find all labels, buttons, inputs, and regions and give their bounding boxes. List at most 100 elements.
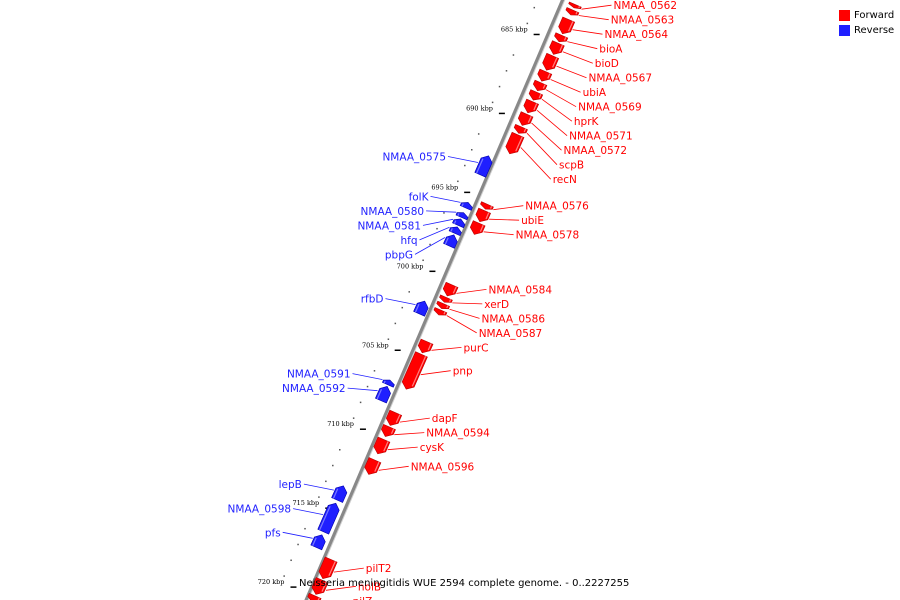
gene-label[interactable]: dapF: [432, 413, 458, 425]
gene-label[interactable]: rfbD: [361, 294, 384, 306]
gene-label[interactable]: pilZ: [353, 596, 373, 600]
forward-gene-arrow[interactable]: [480, 201, 494, 210]
label-connector: [567, 41, 598, 50]
legend-forward: Forward: [839, 8, 894, 23]
gene-label[interactable]: ubiA: [583, 87, 607, 99]
gene-label[interactable]: NMAA_0572: [564, 145, 628, 157]
label-connector: [531, 122, 562, 151]
gene-label[interactable]: pilT2: [366, 563, 392, 575]
gene-label[interactable]: ubiE: [521, 215, 544, 227]
forward-gene-arrow[interactable]: [517, 111, 534, 126]
forward-gene-arrow[interactable]: [433, 307, 448, 316]
label-connector: [520, 147, 551, 180]
gene-label[interactable]: pbpG: [385, 249, 413, 261]
gene-highlight: [533, 103, 538, 111]
forward-gene-arrow[interactable]: [542, 52, 560, 71]
minor-tick-dot: [394, 322, 397, 325]
reverse-gene-arrow[interactable]: [455, 212, 469, 221]
minor-tick-dot: [491, 101, 494, 104]
label-connector: [420, 370, 451, 376]
reverse-gene-arrow[interactable]: [331, 485, 348, 503]
gene-label[interactable]: NMAA_0586: [482, 313, 546, 325]
gene-label[interactable]: holB: [358, 581, 381, 593]
gene-label[interactable]: NMAA_0578: [516, 230, 580, 242]
forward-gene-arrow[interactable]: [311, 577, 329, 595]
gene-label[interactable]: purC: [464, 342, 489, 354]
forward-gene-arrow[interactable]: [505, 131, 525, 155]
gene-label[interactable]: NMAA_0580: [361, 206, 425, 218]
gene-label[interactable]: pfs: [265, 527, 281, 539]
gene-highlight: [563, 36, 567, 41]
gene-label[interactable]: NMAA_0576: [525, 201, 589, 213]
gene-label[interactable]: bioD: [595, 58, 619, 70]
forward-gene-arrow[interactable]: [385, 409, 403, 426]
label-connector: [526, 132, 558, 165]
gene-label[interactable]: NMAA_0569: [578, 102, 642, 114]
gene-label[interactable]: bioA: [599, 44, 623, 56]
forward-gene-arrow[interactable]: [549, 40, 565, 55]
forward-gene-arrow[interactable]: [558, 16, 576, 35]
gene-label[interactable]: NMAA_0575: [382, 152, 446, 164]
gene-label[interactable]: cysK: [420, 442, 445, 454]
reverse-gene-arrow[interactable]: [375, 386, 391, 404]
gene-label[interactable]: NMAA_0581: [357, 220, 421, 232]
forward-gene-arrow[interactable]: [417, 338, 434, 354]
reverse-gene-arrow[interactable]: [310, 534, 326, 551]
forward-gene-arrow[interactable]: [565, 7, 580, 16]
label-connector: [562, 51, 593, 64]
gene-label[interactable]: NMAA_0596: [411, 461, 475, 473]
gene-label[interactable]: NMAA_0564: [605, 29, 669, 41]
reverse-swatch: [839, 25, 850, 36]
gene-label[interactable]: NMAA_0594: [426, 428, 490, 440]
label-connector: [414, 237, 446, 255]
gene-label[interactable]: NMAA_0563: [611, 15, 675, 27]
reverse-gene-arrow[interactable]: [382, 379, 395, 388]
forward-gene-arrow[interactable]: [469, 220, 486, 235]
tick-label: 715 kbp: [292, 499, 319, 507]
gene-label[interactable]: hprK: [574, 116, 600, 128]
label-connector: [333, 567, 364, 573]
forward-gene-arrow[interactable]: [439, 294, 453, 303]
gene-label[interactable]: lepB: [279, 479, 302, 491]
reverse-gene-arrow[interactable]: [317, 502, 340, 535]
reverse-gene-arrow[interactable]: [459, 202, 473, 211]
label-connector: [578, 15, 609, 21]
tick-mark: 695 kbp: [431, 183, 471, 194]
gene-label[interactable]: folK: [409, 191, 430, 203]
gene-label[interactable]: pnp: [453, 366, 473, 378]
gene-highlight: [489, 205, 493, 209]
forward-gene-arrow[interactable]: [364, 457, 382, 475]
gene-label[interactable]: NMAA_0598: [228, 504, 292, 516]
minor-tick-dot: [457, 180, 459, 183]
legend-reverse-label: Reverse: [854, 25, 895, 36]
minor-tick-dot: [332, 464, 334, 467]
gene-label[interactable]: scpB: [559, 160, 584, 172]
gene-label[interactable]: xerD: [484, 299, 509, 311]
gene-label[interactable]: NMAA_0571: [569, 131, 633, 143]
gene-highlight: [568, 21, 574, 32]
forward-gene-arrow[interactable]: [401, 351, 428, 390]
gene-label[interactable]: hfq: [400, 235, 417, 247]
label-connector: [293, 508, 324, 515]
reverse-gene-arrow[interactable]: [443, 234, 458, 249]
gene-highlight: [332, 488, 339, 499]
label-connector: [394, 432, 425, 436]
gene-label[interactable]: NMAA_0562: [614, 0, 678, 12]
gene-label[interactable]: NMAA_0591: [287, 369, 351, 381]
forward-gene-arrow[interactable]: [523, 98, 539, 114]
label-connector: [545, 89, 577, 108]
gene-highlight: [317, 597, 320, 600]
gene-label[interactable]: NMAA_0584: [489, 284, 553, 296]
label-connector: [422, 218, 454, 226]
minor-tick-dot: [366, 385, 369, 388]
minor-tick-dot: [533, 6, 536, 9]
gene-label[interactable]: NMAA_0592: [282, 383, 346, 395]
reverse-gene-arrow[interactable]: [413, 300, 429, 317]
gene-label[interactable]: NMAA_0587: [479, 328, 543, 340]
gene-highlight: [515, 136, 523, 152]
gene-highlight: [446, 305, 449, 309]
gene-label[interactable]: NMAA_0567: [589, 73, 653, 85]
tick-label: 720 kbp: [258, 578, 285, 586]
gene-label[interactable]: recN: [553, 174, 577, 186]
gene-highlight: [552, 57, 558, 68]
